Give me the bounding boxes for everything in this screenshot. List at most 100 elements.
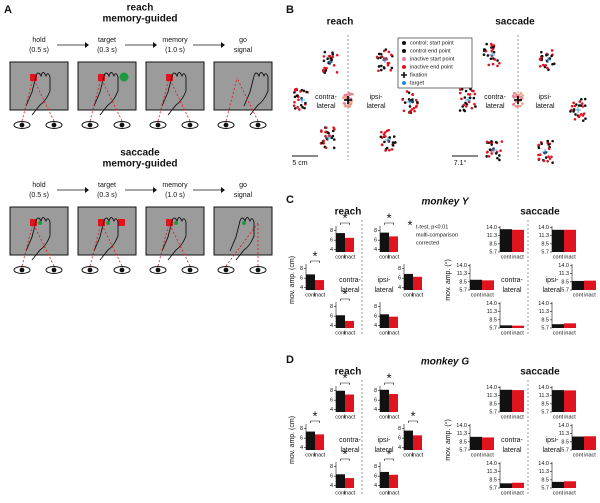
scatter-dot	[580, 102, 584, 105]
scatter-dot	[305, 90, 308, 94]
bar	[404, 273, 413, 290]
pupil	[119, 267, 125, 273]
x-tick-label: inact	[564, 490, 576, 496]
label: (0.3 s)	[97, 47, 117, 54]
y-tick-label: 11.3	[559, 271, 569, 277]
scatter-dot	[296, 105, 299, 109]
fixation-marker	[344, 96, 352, 104]
y-tick-label: 8	[300, 426, 303, 432]
label: saccade	[520, 207, 560, 218]
sig-star: *	[312, 248, 317, 263]
scatter-dot	[569, 110, 572, 113]
fixation	[98, 219, 105, 226]
label: memory-guided	[102, 159, 177, 170]
x-tick-label: inact	[388, 490, 400, 496]
x-tick-label: inact	[314, 292, 326, 298]
stat-note: t-test, p<0.01	[416, 224, 448, 230]
gaze	[157, 222, 170, 267]
scatter-dot	[327, 61, 331, 65]
label: lateral	[366, 103, 386, 110]
bar	[584, 436, 596, 450]
scatter-dot	[390, 148, 394, 151]
scatter-dot	[321, 70, 325, 73]
scatter-dot	[384, 135, 387, 138]
scatter-dot	[489, 57, 493, 61]
start-dot	[348, 104, 352, 108]
screen	[145, 61, 205, 111]
target-marker	[542, 149, 548, 155]
y-tick-label: 14.0	[538, 461, 549, 467]
bar	[572, 436, 584, 450]
scatter-dot	[387, 61, 391, 65]
y-tick-label: 11.3	[539, 309, 549, 315]
scatter-dot	[379, 52, 383, 56]
y-tick-label: 14.0	[558, 263, 569, 269]
fixation	[166, 219, 173, 226]
x-tick-label: cont	[335, 330, 346, 336]
scatter-dot	[322, 139, 325, 143]
bar	[482, 437, 494, 450]
y-tick-label: 11.3	[487, 309, 497, 315]
y-tick-label: 4	[374, 407, 377, 413]
scatter-dot	[490, 140, 493, 143]
target-marker	[489, 52, 495, 58]
scatter-dot	[384, 48, 388, 51]
y-tick-label: 4	[300, 445, 303, 451]
scatter-dot	[293, 95, 297, 99]
y-tick-label: 14.0	[486, 301, 497, 307]
gaze	[89, 222, 102, 267]
scatter-dot	[383, 66, 386, 70]
scatter-dot	[551, 139, 554, 143]
scatter-dot	[379, 135, 383, 139]
legend-text: inactive start point	[410, 56, 455, 62]
bar	[564, 390, 576, 412]
sig-bracket	[340, 222, 350, 225]
label: (0.3 s)	[97, 192, 117, 199]
scatter-dot	[325, 66, 328, 70]
scatter-dot	[331, 55, 335, 59]
scatter-dot	[472, 89, 475, 93]
x-tick-label: cont	[379, 254, 390, 260]
scatter-dot	[390, 53, 393, 57]
pupil	[87, 122, 93, 128]
target-marker	[382, 57, 388, 63]
scatter-dot	[483, 48, 487, 51]
x-tick-label: inact	[412, 292, 424, 298]
pupil	[255, 122, 261, 128]
legend-marker	[401, 72, 407, 78]
pupil	[223, 267, 229, 273]
label: 5 cm	[292, 160, 307, 167]
pupil	[51, 267, 57, 273]
scatter-dot	[582, 112, 586, 115]
scatter-dot	[411, 98, 414, 101]
label: lateral	[542, 287, 562, 294]
y-tick-label: 4	[330, 407, 333, 413]
bar	[306, 431, 315, 450]
sig-bracket	[340, 458, 350, 461]
scatter-dot	[458, 91, 462, 95]
label: (0.5 s)	[29, 192, 49, 199]
scatter-dot	[547, 143, 551, 146]
scatter-dot	[463, 109, 467, 113]
bar	[345, 394, 354, 412]
label: B	[286, 4, 294, 16]
x-tick-label: cont	[379, 490, 390, 496]
bar	[552, 324, 564, 328]
label: D	[286, 354, 294, 366]
label: memory-guided	[102, 14, 177, 25]
y-tick-label: 5.7	[489, 485, 497, 491]
scatter-dot	[320, 141, 324, 145]
y-tick-label: 11.3	[539, 469, 549, 475]
x-tick-label: inact	[344, 330, 356, 336]
label: signal	[234, 192, 253, 199]
y-tick-label: 11.3	[487, 393, 497, 399]
y-tick-label: 6	[330, 314, 333, 320]
scatter-dot	[333, 138, 336, 141]
scatter-dot	[416, 101, 419, 104]
bar	[336, 390, 345, 412]
bar	[470, 279, 482, 290]
start-dot	[511, 94, 515, 98]
pupil	[119, 122, 125, 128]
hand	[243, 72, 269, 116]
x-tick-label: inact	[388, 414, 400, 420]
